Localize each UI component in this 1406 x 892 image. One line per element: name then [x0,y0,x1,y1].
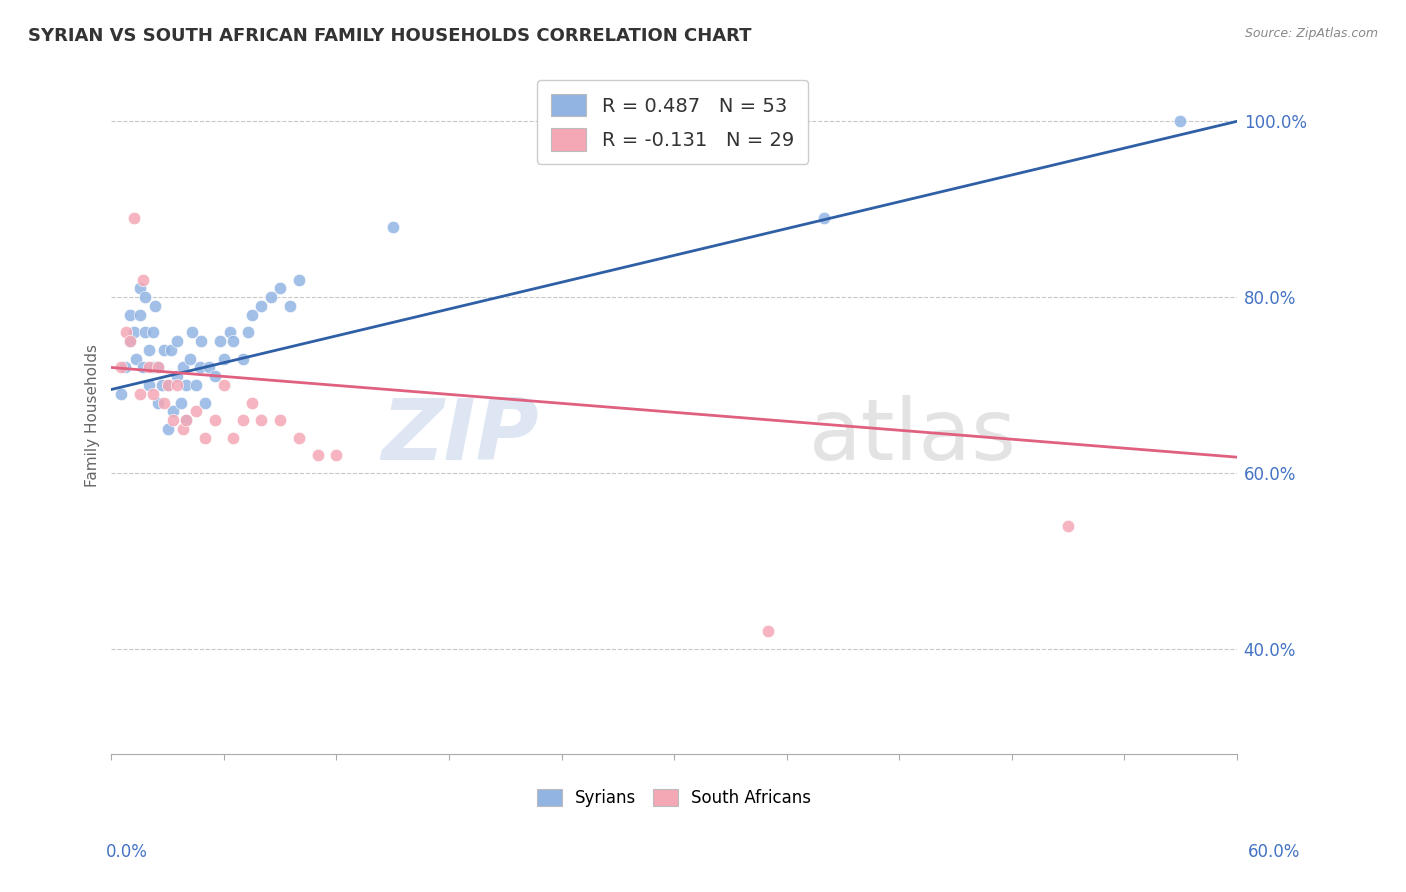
Point [132,360,155,375]
Point [142,360,165,375]
Point [240,395,263,409]
Legend: Syrians, South Africans: Syrians, South Africans [530,782,818,814]
Point [160,343,183,357]
Point [122,326,145,340]
Point [128,308,150,322]
Text: Source: ZipAtlas.com: Source: ZipAtlas.com [1244,27,1378,40]
Point [250,299,273,313]
Point [184,404,207,418]
Point [153,395,176,409]
Point [269,413,291,427]
Point [134,290,156,304]
Text: atlas: atlas [808,394,1017,477]
Point [142,326,165,340]
Y-axis label: Family Households: Family Households [86,344,100,487]
Point [125,351,148,366]
Point [176,413,198,427]
Point [114,360,136,375]
Point [260,290,283,304]
Point [166,334,188,348]
Point [110,387,132,401]
Point [307,449,329,463]
Point [120,308,142,322]
Point [172,422,194,436]
Point [190,334,212,348]
Point [222,431,245,445]
Point [212,351,235,366]
Text: 0.0%: 0.0% [105,843,148,861]
Point [198,360,221,375]
Point [156,378,179,392]
Point [148,360,170,375]
Point [166,378,188,392]
Point [188,360,211,375]
Point [172,360,194,375]
Point [269,281,291,295]
Point [288,272,311,286]
Point [278,299,301,313]
Point [170,395,193,409]
Point [148,360,170,375]
Point [134,326,156,340]
Point [166,369,188,384]
Point [232,413,254,427]
Point [240,308,263,322]
Point [381,219,404,234]
Point [150,378,173,392]
Point [212,378,235,392]
Point [162,413,184,427]
Point [138,378,160,392]
Point [325,449,347,463]
Point [756,624,779,639]
Point [209,334,232,348]
Point [138,343,160,357]
Point [288,431,311,445]
Point [162,404,184,418]
Point [153,343,176,357]
Point [110,360,132,375]
Point [204,369,226,384]
Point [176,413,198,427]
Point [813,211,835,225]
Point [218,326,240,340]
Point [1170,114,1192,128]
Point [148,395,170,409]
Point [120,334,142,348]
Point [142,387,165,401]
Point [179,351,201,366]
Point [132,272,155,286]
Point [194,395,217,409]
Point [204,413,226,427]
Point [184,378,207,392]
Text: ZIP: ZIP [381,394,538,477]
Point [1057,518,1080,533]
Point [128,281,150,295]
Point [232,351,254,366]
Point [222,334,245,348]
Point [181,326,204,340]
Point [176,378,198,392]
Point [250,413,273,427]
Point [156,422,179,436]
Point [122,211,145,225]
Point [238,326,260,340]
Point [143,299,166,313]
Text: 60.0%: 60.0% [1249,843,1301,861]
Point [128,387,150,401]
Point [138,360,160,375]
Text: SYRIAN VS SOUTH AFRICAN FAMILY HOUSEHOLDS CORRELATION CHART: SYRIAN VS SOUTH AFRICAN FAMILY HOUSEHOLD… [28,27,752,45]
Point [115,326,138,340]
Point [194,431,217,445]
Point [156,378,179,392]
Point [120,334,142,348]
